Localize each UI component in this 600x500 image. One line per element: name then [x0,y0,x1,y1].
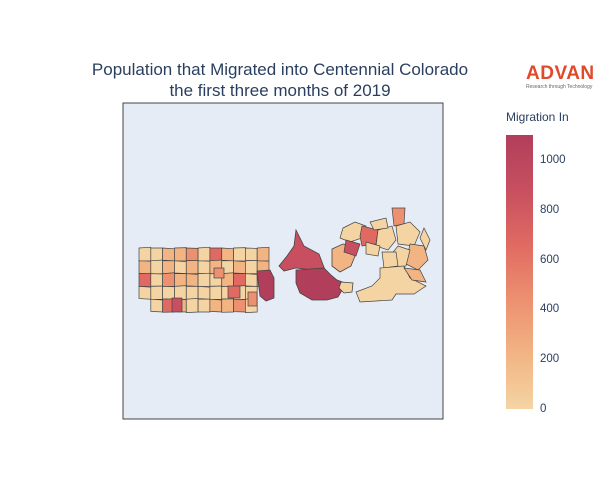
west-tract[interactable] [162,260,175,274]
west-tract[interactable] [138,272,152,288]
west-tract[interactable] [174,247,187,262]
west-tract[interactable] [247,291,258,307]
colorbar-tick-0: 0 [540,403,547,415]
east-tract[interactable] [381,251,399,269]
west-tract[interactable] [171,297,183,313]
west-tract[interactable] [197,272,211,288]
west-tract[interactable] [150,298,163,313]
chart-title-line-1: Population that Migrated into Centennial… [91,60,469,79]
east-tract[interactable] [375,225,397,251]
logo-tagline: Research through Technology [526,84,593,90]
west-tract[interactable] [150,273,163,287]
central-tract-south[interactable] [338,281,354,294]
chart-title: Population that Migrated into Centennial… [40,59,520,101]
west-tract[interactable] [150,285,163,300]
colorbar-tick-600: 600 [540,253,560,266]
west-tract[interactable] [221,247,234,262]
chart-title-line-2: the first three months of 2019 [169,81,391,100]
west-tract[interactable] [209,247,223,262]
west-tract[interactable] [185,298,199,313]
west-tract[interactable] [150,259,163,275]
colorbar-tick-800: 800 [540,203,560,216]
west-tract[interactable] [227,285,241,299]
west-tract[interactable] [209,298,223,313]
west-tract[interactable] [138,260,152,274]
west-tract[interactable] [197,246,211,262]
advan-logo: ADVAN Research through Technology [526,63,595,91]
colorbar-tick-400: 400 [540,303,560,316]
west-tract[interactable] [174,273,187,287]
west-tract[interactable] [233,273,246,287]
central-tract-large[interactable] [295,267,346,301]
west-tract[interactable] [185,286,199,300]
east-tract[interactable] [403,267,427,283]
west-tract[interactable] [233,298,246,313]
west-tract[interactable] [162,272,175,288]
west-tract[interactable] [162,286,175,300]
east-region-group[interactable] [339,207,431,303]
west-tract[interactable] [221,298,234,313]
colorbar-tick-200: 200 [540,353,560,366]
west-tract[interactable] [256,246,270,262]
west-tract[interactable] [197,260,211,274]
west-tract[interactable] [185,247,199,262]
west-tract[interactable] [197,286,211,300]
east-tract[interactable] [419,227,431,251]
logo-name: ADVAN [526,63,595,84]
east-tract[interactable] [343,239,361,257]
central-tract-west[interactable] [256,269,275,302]
west-tract[interactable] [245,247,258,262]
east-tract[interactable] [365,241,381,257]
west-tract[interactable] [209,285,223,300]
west-region-group[interactable] [138,246,270,313]
west-tract[interactable] [233,260,246,274]
colorbar-tick-1000: 1000 [540,153,566,166]
west-tract[interactable] [185,273,199,287]
west-tract[interactable] [245,273,258,287]
colorbar-title: Migration In [506,110,569,124]
west-tract[interactable] [138,286,152,300]
west-tract[interactable] [174,260,187,274]
west-tract[interactable] [162,247,175,262]
west-tract[interactable] [150,247,163,262]
colorbar [506,135,533,409]
west-tract[interactable] [138,246,152,262]
west-tract[interactable] [233,247,246,262]
west-tract[interactable] [213,267,225,279]
west-tract[interactable] [185,260,199,275]
east-tract[interactable] [391,207,406,227]
west-tract[interactable] [245,260,258,275]
east-tract[interactable] [369,217,389,231]
west-tract[interactable] [197,298,211,313]
east-tract[interactable] [395,221,421,247]
